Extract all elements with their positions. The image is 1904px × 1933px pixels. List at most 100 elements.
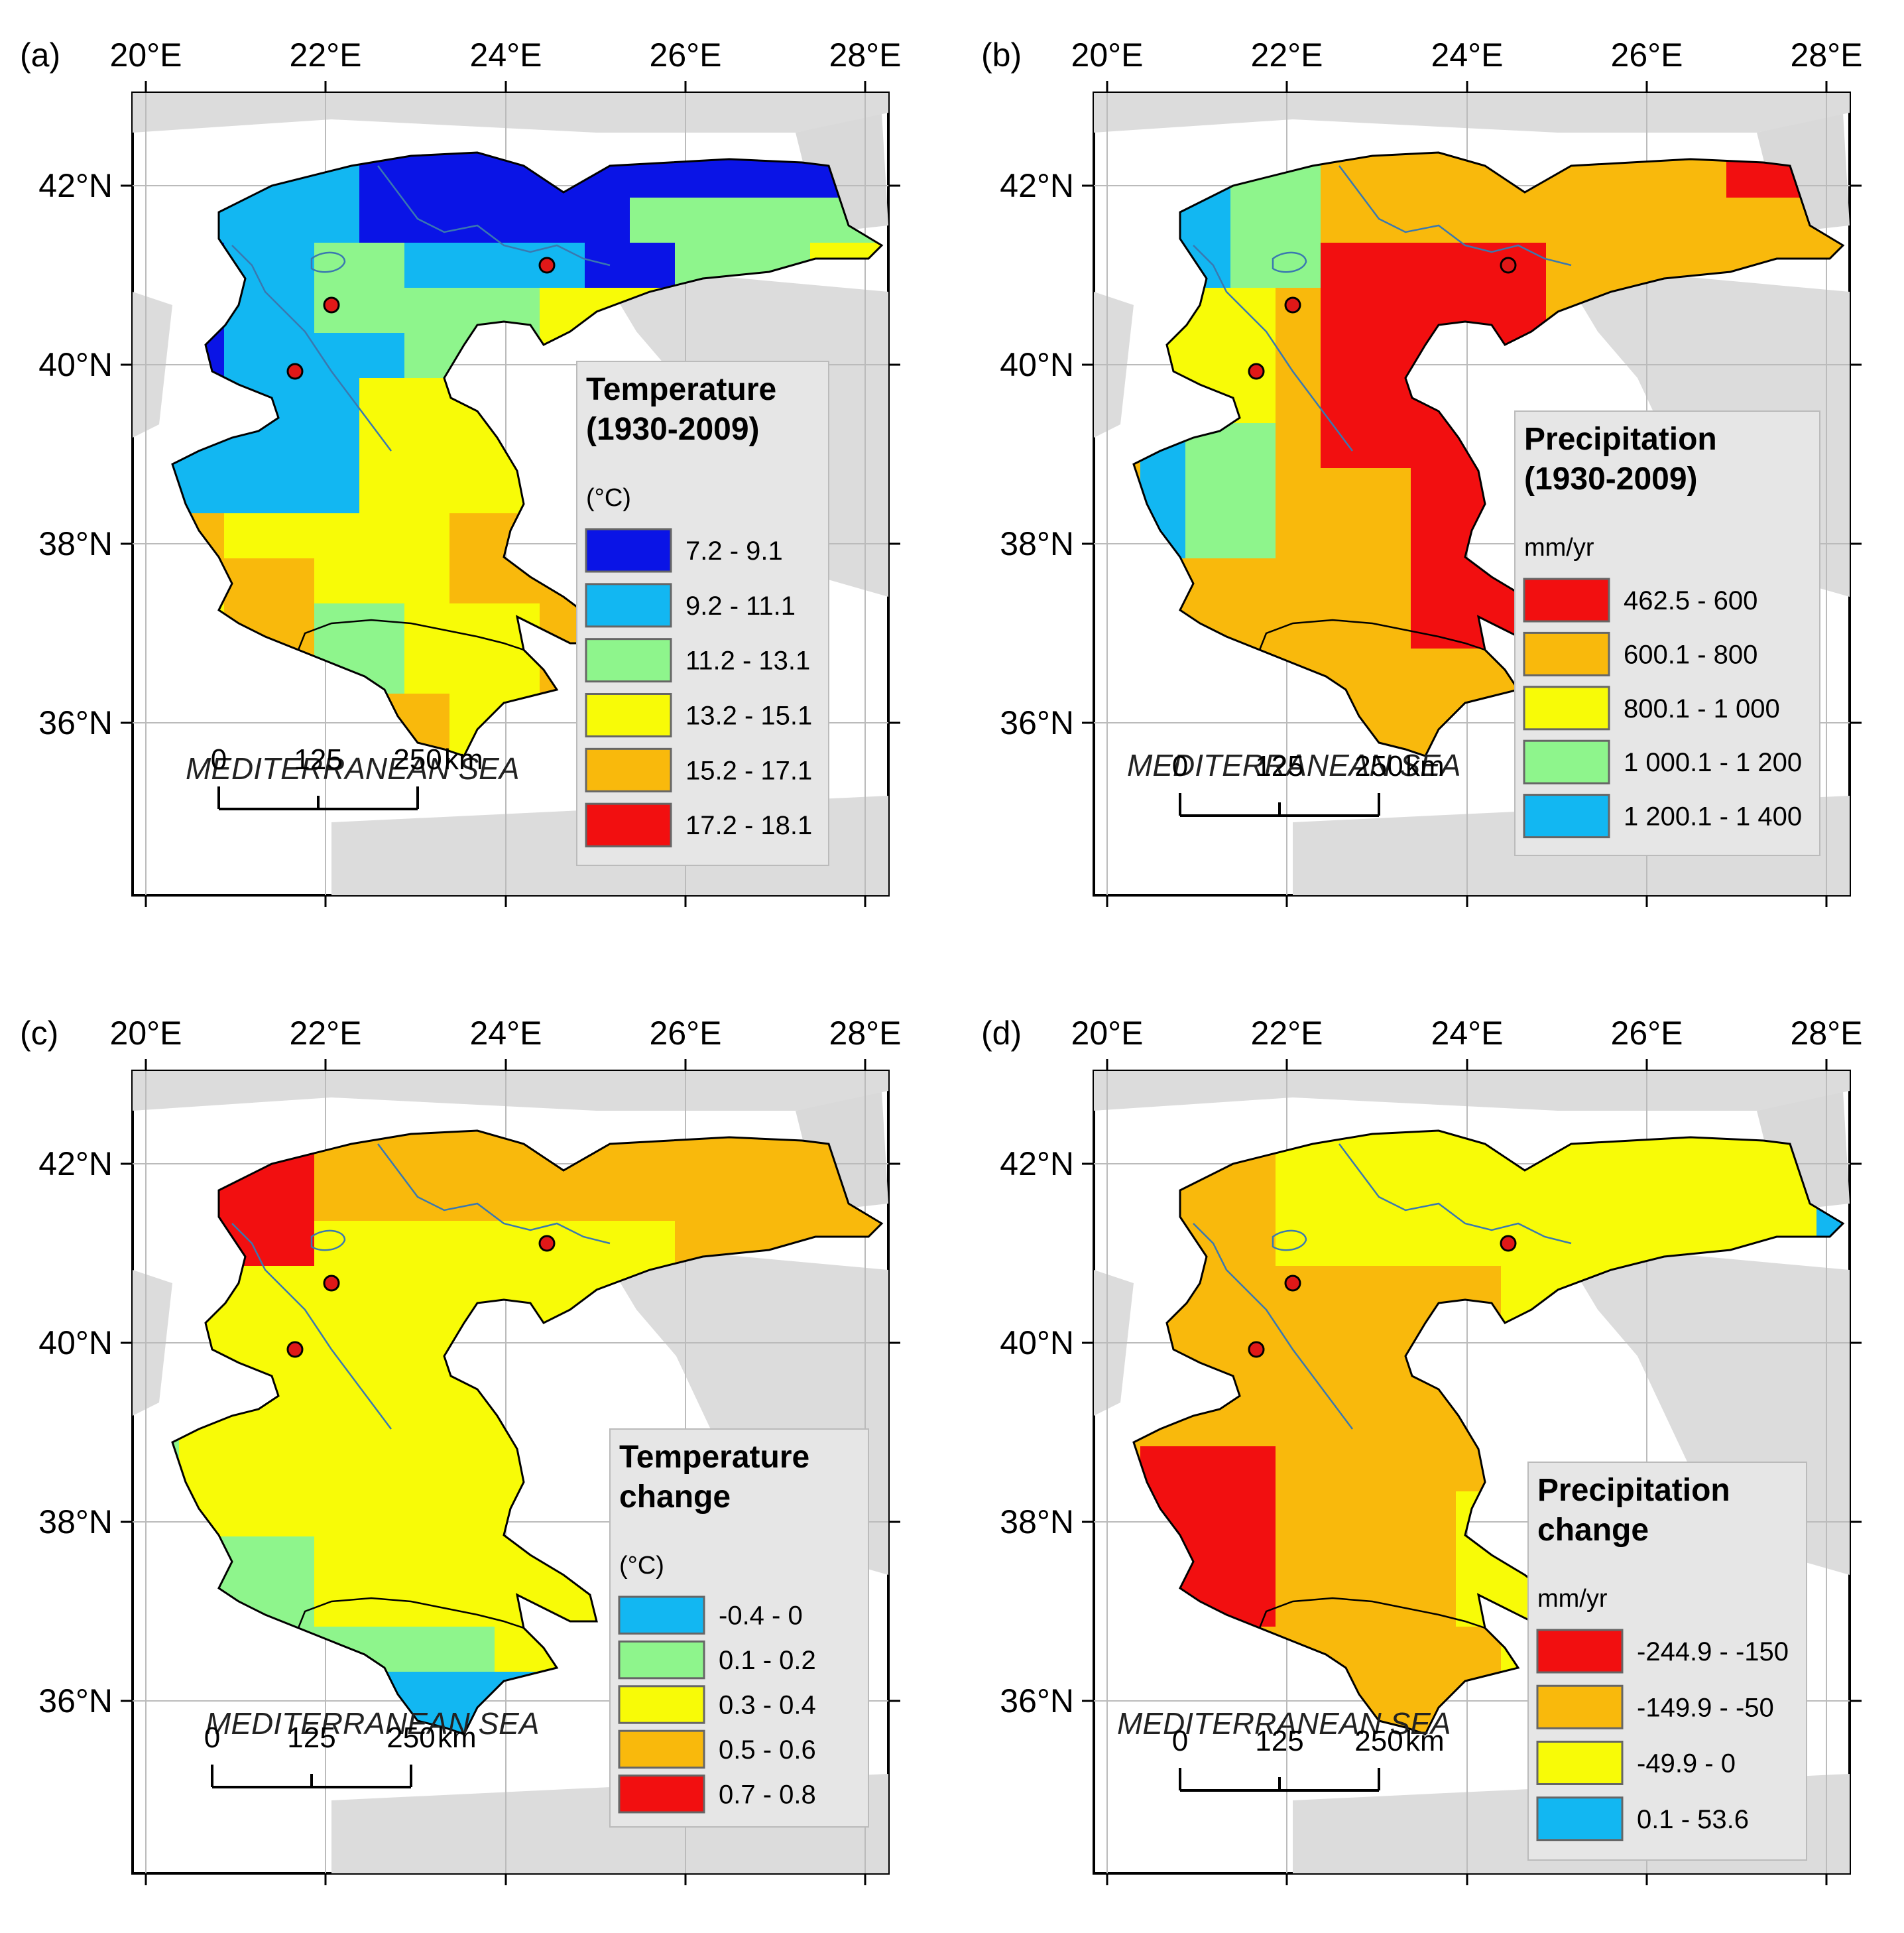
legend-title: change <box>619 1479 731 1515</box>
sea-label: MEDITERRANEAN SEA <box>186 751 520 786</box>
longitude-tick-label: 24°E <box>470 36 542 74</box>
station-marker <box>323 296 340 314</box>
legend-swatch <box>585 528 672 573</box>
legend-swatch <box>1523 794 1610 839</box>
latitude-tick-label: 38°N <box>38 525 113 562</box>
legend-swatch <box>585 693 672 737</box>
latitude-tick-label: 36°N <box>1000 704 1074 741</box>
longitude-tick-label: 24°E <box>1431 36 1504 74</box>
legend-item-label: 462.5 - 600 <box>1624 586 1757 615</box>
legend-item-label: -49.9 - 0 <box>1637 1749 1736 1778</box>
longitude-tick-label: 22°E <box>290 1015 362 1052</box>
longitude-tick-label: 28°E <box>829 36 902 74</box>
panel-label: (d) <box>981 1015 1022 1052</box>
legend-d: Precipitation change mm/yr -244.9 - -150 -14… <box>1527 1462 1807 1861</box>
legend-swatch <box>1536 1684 1624 1729</box>
legend-title: change <box>1537 1513 1649 1548</box>
legend-swatch <box>618 1685 705 1724</box>
scale-bar-label: 125 <box>294 743 342 776</box>
station-marker <box>323 1275 340 1292</box>
legend-swatch <box>1536 1741 1624 1785</box>
legend-item-label: 11.2 - 13.1 <box>685 647 810 676</box>
station-marker <box>1284 296 1301 314</box>
latitude-tick-label: 40°N <box>1000 346 1074 383</box>
latitude-tick-label: 40°N <box>38 1324 113 1361</box>
legend-b: Precipitation (1930-2009) mm/yr 462.5 - 600… <box>1514 410 1820 856</box>
longitude-tick-label: 24°E <box>470 1015 542 1052</box>
grid-cell <box>1276 468 1411 649</box>
scale-bar-label: 0 <box>1172 1725 1188 1757</box>
grid-cell <box>1276 1131 1501 1266</box>
island <box>1502 1487 1534 1503</box>
scale-bar-label: 125 <box>1255 1725 1303 1757</box>
latitude-tick-label: 36°N <box>38 704 113 741</box>
scale-bar: 0 125 250 km <box>211 743 483 810</box>
longitude-tick-label: 28°E <box>1791 36 1863 74</box>
legend-item-label: 0.3 - 0.4 <box>719 1691 816 1720</box>
station-marker <box>1500 1235 1517 1252</box>
grid-cell <box>1591 153 1726 243</box>
latitude-tick-label: 36°N <box>1000 1682 1074 1719</box>
legend-title: (1930-2009) <box>586 412 760 447</box>
grid-cell <box>269 378 359 513</box>
longitude-tick-label: 20°E <box>1071 36 1144 74</box>
legend-item-label: 0.7 - 0.8 <box>719 1780 816 1809</box>
latitude-tick-label: 40°N <box>38 346 113 383</box>
legend-unit: (°C) <box>619 1552 664 1580</box>
station-marker <box>538 257 556 274</box>
grid-cell <box>900 1356 1036 1446</box>
latitude-tick-label: 38°N <box>1000 1503 1074 1540</box>
scale-bar-unit: km <box>444 743 483 776</box>
legend-swatch <box>618 1775 705 1814</box>
legend-item-label: 9.2 - 11.1 <box>685 592 796 621</box>
legend-swatch <box>618 1729 705 1769</box>
scale-bar-label: 125 <box>1255 750 1303 782</box>
station-marker <box>286 363 304 380</box>
sea-label: MEDITERRANEAN SEA <box>1117 1706 1451 1741</box>
legend-item-label: -149.9 - -50 <box>1637 1693 1774 1722</box>
longitude-tick-label: 20°E <box>110 36 182 74</box>
neighbor-land <box>133 1071 888 1111</box>
scale-bar-label: 250 <box>1354 750 1403 782</box>
legend-unit: (°C) <box>586 484 631 512</box>
legend-swatch <box>1536 1629 1624 1674</box>
legend-a: Temperature (1930-2009) (°C) 7.2 - 9.1 9.2 -… <box>576 361 829 866</box>
station-marker <box>1500 257 1517 274</box>
legend-swatch <box>585 638 672 683</box>
panel-label: (b) <box>981 36 1022 74</box>
scale-bar: 0 125 250 km <box>1172 1725 1445 1792</box>
grid-cell <box>314 1131 540 1221</box>
grid-cell <box>1276 1491 1456 1672</box>
scale-bar-label: 250 <box>393 743 442 776</box>
legend-swatch <box>618 1640 705 1680</box>
grid-cell <box>900 153 990 198</box>
longitude-tick-label: 22°E <box>1251 36 1323 74</box>
legend-item-label: 800.1 - 1 000 <box>1624 694 1780 723</box>
legend-item-label: 15.2 - 17.1 <box>685 756 812 785</box>
legend-item-label: 7.2 - 9.1 <box>685 536 783 566</box>
legend-title: Precipitation <box>1537 1473 1730 1508</box>
map-panel-a: 20°E 22°E 24°E 26°E 28°E 42°N 40°N 38°N 36°N (a) M… <box>20 36 990 907</box>
longitude-tick-label: 20°E <box>1071 1015 1144 1052</box>
longitude-tick-label: 26°E <box>1611 36 1683 74</box>
grid-cell <box>314 513 449 603</box>
scale-bar-label: 125 <box>287 1721 335 1754</box>
legend-item-label: 0.1 - 0.2 <box>719 1646 816 1675</box>
station-marker <box>1284 1275 1301 1292</box>
station-marker <box>286 1341 304 1358</box>
legend-item-label: 0.5 - 0.6 <box>719 1735 816 1765</box>
legend-item-label: 13.2 - 15.1 <box>685 702 812 731</box>
longitude-tick-label: 26°E <box>650 36 722 74</box>
legend-title: (1930-2009) <box>1524 462 1698 497</box>
longitude-tick-label: 20°E <box>110 1015 182 1052</box>
longitude-tick-label: 22°E <box>1251 1015 1323 1052</box>
grid-cell <box>404 243 585 288</box>
scale-bar-label: 0 <box>1172 750 1188 782</box>
island <box>541 1487 573 1503</box>
legend-title: Temperature <box>586 372 776 407</box>
scale-bar: 0 125 250 km <box>204 1721 477 1788</box>
legend-swatch <box>618 1595 705 1635</box>
legend-c: Temperature change (°C) -0.4 - 0 0.1 - 0.2 0.… <box>609 1428 869 1828</box>
legend-swatch <box>1523 631 1610 676</box>
